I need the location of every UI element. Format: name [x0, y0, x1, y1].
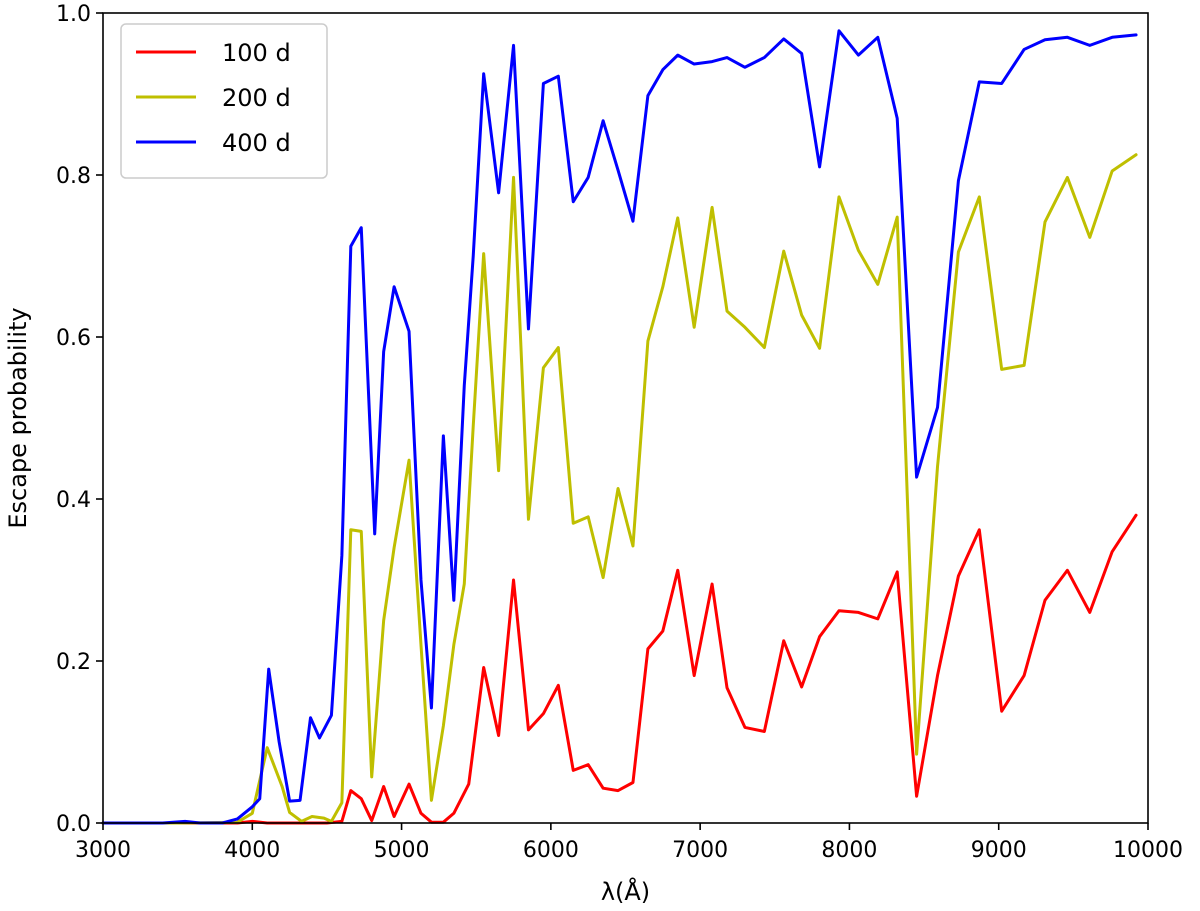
x-tick-label: 3000 [75, 838, 131, 863]
series-layer [101, 29, 1138, 825]
x-tick-label: 10000 [1113, 838, 1183, 863]
series-line-3 [101, 29, 1138, 825]
x-tick-label: 5000 [374, 838, 430, 863]
legend-label: 200 d [222, 84, 291, 112]
legend-items: 100 d 200 d 400 d [136, 39, 291, 157]
legend-label: 100 d [222, 39, 291, 67]
tick-layer: 3000 4000 5000 6000 7000 8000 9000 10000 0.0 0.2 0… [56, 2, 1183, 863]
legend-label: 400 d [222, 129, 291, 157]
x-tick-label: 8000 [821, 838, 877, 863]
y-axis-label: Escape probability [4, 307, 32, 528]
x-tick-label: 4000 [224, 838, 280, 863]
legend: 100 d 200 d 400 d [120, 23, 328, 179]
series-line-1 [101, 513, 1138, 825]
y-tick-label: 0.4 [56, 488, 91, 513]
y-tick-label: 0.2 [56, 650, 91, 675]
x-tick-label: 6000 [523, 838, 579, 863]
y-tick-label: 0.0 [56, 812, 91, 837]
x-tick-label: 7000 [672, 838, 728, 863]
y-tick-label: 0.8 [56, 164, 91, 189]
plot-frame [102, 12, 1149, 824]
x-tick-label: 9000 [971, 838, 1027, 863]
legend-box [120, 23, 328, 179]
y-tick-label: 1.0 [56, 2, 91, 27]
y-tick-label: 0.6 [56, 326, 91, 351]
series-line-2 [101, 153, 1138, 825]
x-axis-label: λ(Å) [601, 877, 650, 906]
